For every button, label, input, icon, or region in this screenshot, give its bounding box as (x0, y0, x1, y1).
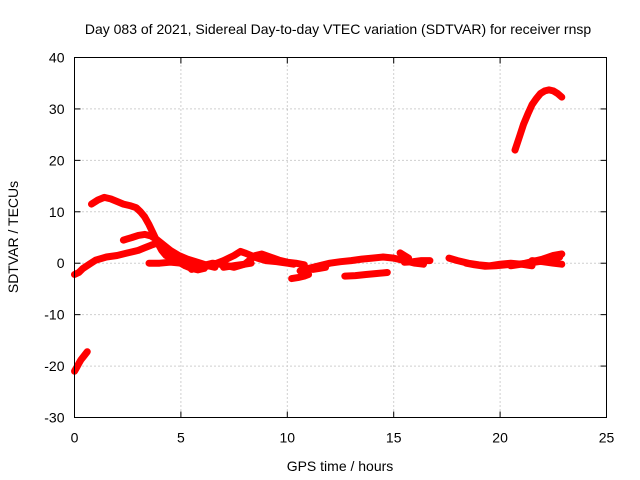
plot-frame (74, 57, 607, 418)
y-tick-label: 0 (57, 255, 65, 271)
y-tick-label: -10 (44, 307, 64, 323)
y-tick-label: 30 (49, 101, 65, 117)
x-tick-label: 5 (177, 430, 185, 446)
series-arc-17 (528, 257, 566, 268)
x-tick-label: 10 (280, 430, 296, 446)
chart-title: Day 083 of 2021, Sidereal Day-to-day VTE… (85, 21, 591, 37)
series-arc-5 (145, 247, 298, 271)
x-tick-label: 20 (492, 430, 508, 446)
y-tick-label: 10 (49, 204, 65, 220)
x-tick-label: 15 (386, 430, 402, 446)
x-tick-label: 0 (71, 430, 79, 446)
series-arc-6 (188, 250, 308, 273)
y-tick-label: -30 (44, 410, 64, 426)
series-arc-7 (220, 259, 255, 271)
series-arc-11 (341, 269, 391, 280)
y-tick-label: 20 (49, 152, 65, 168)
y-axis-label: SDTVAR / TECUs (5, 181, 21, 293)
series-arc-10 (309, 263, 330, 273)
x-tick-label: 25 (599, 430, 615, 446)
plot-area (71, 86, 566, 375)
y-tick-label: -20 (44, 358, 64, 374)
series-arc-1 (71, 348, 91, 375)
series-arc-18 (511, 86, 566, 154)
x-axis-label: GPS time / hours (287, 458, 394, 474)
series-arc-12 (396, 249, 413, 262)
series-arc-8 (288, 271, 313, 283)
series-arc-2 (71, 240, 159, 278)
y-tick-label: 40 (49, 50, 65, 66)
series-arc-13 (400, 257, 434, 266)
